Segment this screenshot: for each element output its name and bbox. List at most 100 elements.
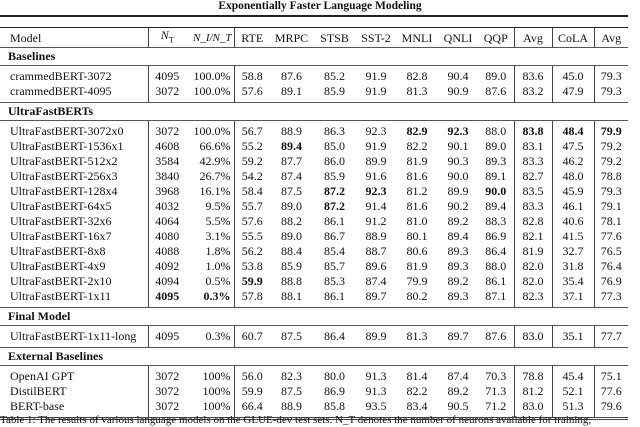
value-cell: 89.4: [447, 229, 469, 243]
header-row: Model NT N_I/N_T RTE MRPC STSB SST-2 MNL…: [0, 27, 628, 48]
col-header-mnli: MNLI: [401, 30, 433, 45]
table-row: UltraFastBERT-3072x0 3072 100.0% 56.7 88.9 86…: [0, 120, 628, 139]
section-title: Baselines: [0, 47, 628, 66]
table-row: DistilBERT 3072 100% 59.9 87.5 86.9 91.3 82.2 89…: [0, 384, 628, 399]
value-cell: 86.4: [324, 329, 345, 343]
col-header-qqp: QQP: [483, 30, 508, 45]
value-cell: 80.1: [406, 229, 428, 243]
value-cell: 90.9: [447, 84, 469, 98]
value-cell: 35.4: [551, 274, 594, 289]
value-cell: 86.1: [324, 289, 345, 303]
value-cell: 52.1: [551, 384, 594, 399]
value-cell: 87.5: [281, 184, 302, 198]
value-cell: 59.9: [233, 274, 270, 289]
value-cell: 71.2: [485, 399, 507, 413]
model-name-cell: UltraFastBERT-256x3: [10, 169, 118, 183]
value-cell: 81.9: [406, 154, 428, 168]
value-cell: 89.4: [485, 199, 507, 213]
table-row: UltraFastBERT-64x5 4032 9.5% 55.7 89.0 87.2 91…: [0, 199, 628, 214]
table-row: UltraFastBERT-16x7 4080 3.1% 55.5 89.0 86.7 88…: [0, 229, 628, 244]
value-cell: 4088: [147, 244, 186, 259]
value-cell: 53.8: [233, 259, 270, 274]
model-name-cell: crammedBERT-4095: [10, 84, 112, 98]
value-cell: 85.9: [324, 169, 345, 183]
value-cell: 89.0: [485, 69, 507, 83]
value-cell: 3072: [147, 84, 186, 103]
section-title: UltraFastBERTs: [0, 102, 628, 121]
value-cell: 89.0: [281, 199, 302, 213]
model-name-cell: UltraFastBERT-1x11-long: [10, 329, 137, 343]
value-cell: 78.8: [593, 169, 628, 184]
value-cell: 4095: [147, 325, 186, 348]
value-cell: 56.7: [233, 120, 270, 139]
value-cell: 87.5: [281, 329, 302, 343]
value-cell: 89.0: [485, 139, 507, 153]
value-cell: 85.3: [324, 274, 345, 288]
value-cell: 47.5: [551, 139, 594, 154]
value-cell: 86.4: [485, 244, 507, 258]
model-name-cell: UltraFastBERT-3072x0: [10, 124, 124, 138]
value-cell: 79.6: [593, 399, 628, 419]
col-header-avg: Avg: [513, 27, 552, 48]
value-cell: 81.2: [406, 184, 428, 198]
table-row: UltraFastBERT-256x3 3840 26.7% 54.2 87.4 85.9…: [0, 169, 628, 184]
section-header-row: UltraFastBERTs: [0, 102, 628, 121]
table-row: UltraFastBERT-128x4 3968 16.1% 58.4 87.5 87.2…: [0, 184, 628, 199]
value-cell: 82.0: [513, 259, 552, 274]
value-cell: 3840: [147, 169, 186, 184]
value-cell: 88.9: [281, 124, 302, 138]
model-name-cell: crammedBERT-3072: [10, 69, 112, 83]
value-cell: 57.8: [233, 289, 270, 308]
value-cell: 82.2: [406, 139, 428, 153]
value-cell: 83.5: [513, 184, 552, 199]
value-cell: 86.9: [324, 384, 345, 398]
value-cell: 82.0: [513, 274, 552, 289]
value-cell: 91.4: [365, 199, 387, 213]
value-cell: 79.2: [593, 154, 628, 169]
table-row: crammedBERT-3072 4095 100.0% 58.8 87.6 85.2 91…: [0, 65, 628, 84]
value-cell: 92.3: [447, 124, 469, 138]
section-header-row: Final Model: [0, 307, 628, 326]
value-cell: 4032: [147, 199, 186, 214]
value-cell: 79.9: [593, 120, 628, 139]
value-cell: 88.3: [485, 214, 507, 228]
value-cell: 57.6: [233, 214, 270, 229]
value-cell: 78.1: [593, 214, 628, 229]
table-row: UltraFastBERT-32x6 4064 5.5% 57.6 88.2 86.1 91…: [0, 214, 628, 229]
col-header-stsb: STSB: [320, 30, 349, 45]
value-cell: 88.7: [365, 244, 387, 258]
value-cell: 89.2: [447, 384, 469, 398]
value-cell: 92.3: [365, 184, 387, 198]
value-cell: 87.6: [485, 84, 507, 98]
value-cell: 81.6: [406, 169, 428, 183]
col-header-nt: NT: [147, 27, 186, 48]
col-header-ni-nt: N_I/N_T: [192, 31, 232, 44]
value-cell: 81.4: [406, 369, 428, 383]
value-cell: 89.6: [365, 259, 387, 273]
model-name-cell: UltraFastBERT-32x6: [10, 214, 112, 228]
value-cell: 85.7: [324, 259, 345, 273]
value-cell: 77.3: [593, 289, 628, 308]
value-cell: 75.1: [593, 365, 628, 384]
model-name-cell: DistilBERT: [10, 384, 67, 398]
value-cell: 81.9: [513, 244, 552, 259]
value-cell: 48.4: [551, 120, 594, 139]
header-rule: [0, 15, 628, 17]
model-name-cell: UltraFastBERT-64x5: [10, 199, 112, 213]
col-header-avg-all: Avg: [593, 27, 628, 48]
value-cell: 87.4: [447, 369, 469, 383]
value-cell: 81.3: [406, 329, 428, 343]
model-name-cell: UltraFastBERT-8x8: [10, 244, 106, 258]
value-cell: 88.0: [485, 259, 507, 273]
value-cell: 58.4: [233, 184, 270, 199]
value-cell: 100.0%: [193, 124, 231, 138]
value-cell: 87.6: [485, 329, 507, 343]
value-cell: 79.3: [593, 184, 628, 199]
table-row: UltraFastBERT-1x11-long 4095 0.3% 60.7 87.5 8…: [0, 325, 628, 348]
value-cell: 81.2: [513, 384, 552, 399]
value-cell: 60.7: [233, 325, 270, 348]
col-header-cola: CoLA: [551, 27, 594, 48]
value-cell: 90.4: [447, 69, 469, 83]
value-cell: 89.2: [447, 214, 469, 228]
value-cell: 91.6: [365, 169, 387, 183]
